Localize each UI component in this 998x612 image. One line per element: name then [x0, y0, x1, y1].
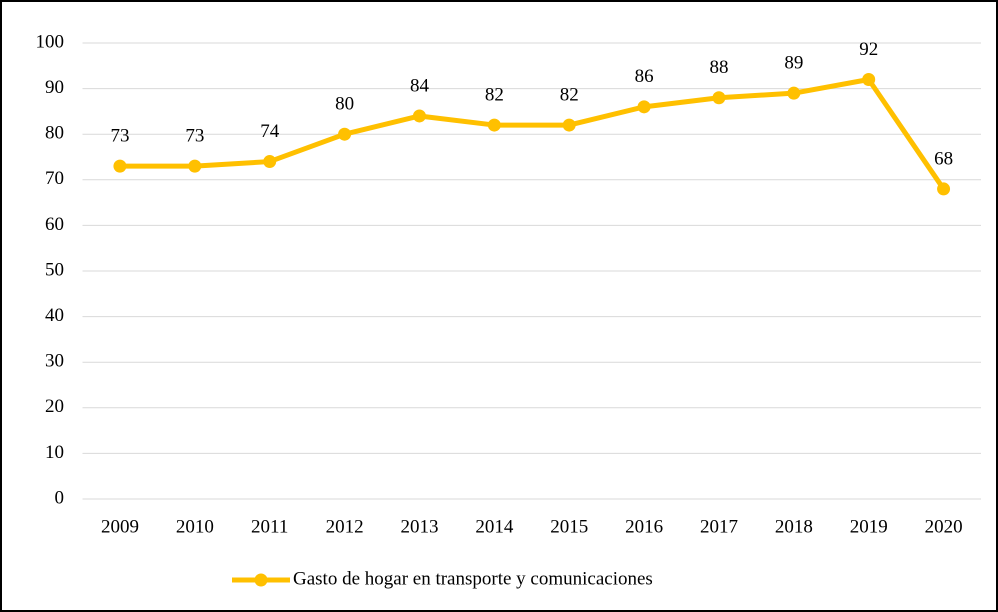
point — [487, 118, 501, 132]
data-label: 82 — [485, 84, 504, 105]
x-tick-label: 2016 — [625, 516, 663, 537]
y-tick-label: 100 — [36, 31, 65, 52]
data-label: 89 — [784, 53, 803, 74]
y-tick-label: 50 — [45, 259, 64, 280]
x-tick-label: 2009 — [101, 516, 139, 537]
point — [113, 159, 127, 173]
point — [412, 109, 426, 123]
x-tick-label: 2019 — [850, 516, 888, 537]
x-tick-label: 2012 — [326, 516, 364, 537]
y-tick-label: 10 — [45, 442, 64, 463]
y-tick-label: 0 — [55, 487, 65, 508]
point — [338, 127, 352, 141]
data-label: 86 — [635, 66, 654, 87]
data-label: 73 — [185, 125, 204, 146]
x-tick-label: 2015 — [550, 516, 588, 537]
point — [263, 155, 277, 169]
y-tick-label: 70 — [45, 168, 64, 189]
x-tick-label: 2013 — [400, 516, 438, 537]
y-tick-label: 90 — [45, 77, 64, 98]
series-line — [119, 76, 946, 191]
data-label: 74 — [260, 121, 280, 142]
point — [188, 159, 202, 173]
point — [712, 91, 726, 105]
data-label: 84 — [410, 75, 430, 96]
x-tick-label: 2017 — [700, 516, 738, 537]
legend-marker — [254, 573, 268, 587]
x-tick-label: 2010 — [176, 516, 214, 537]
point — [937, 182, 951, 196]
point — [862, 72, 876, 86]
y-tick-label: 30 — [45, 351, 64, 372]
y-tick-label: 80 — [45, 123, 64, 144]
y-tick-label: 20 — [45, 396, 64, 417]
data-label: 68 — [934, 148, 953, 169]
data-label: 88 — [709, 57, 728, 78]
legend-label: Gasto de hogar en transporte y comunicac… — [293, 568, 653, 589]
point — [562, 118, 576, 132]
x-tick-label: 2011 — [251, 516, 288, 537]
x-tick-label: 2020 — [925, 516, 963, 537]
y-tick-label: 40 — [45, 305, 64, 326]
data-label: 73 — [110, 125, 129, 146]
point — [787, 86, 801, 100]
y-tick-label: 60 — [45, 214, 64, 235]
x-tick-label: 2014 — [475, 516, 514, 537]
x-tick-label: 2018 — [775, 516, 813, 537]
point — [637, 100, 651, 114]
data-label: 82 — [560, 84, 579, 105]
data-label: 92 — [859, 39, 878, 60]
data-label: 80 — [335, 94, 354, 115]
